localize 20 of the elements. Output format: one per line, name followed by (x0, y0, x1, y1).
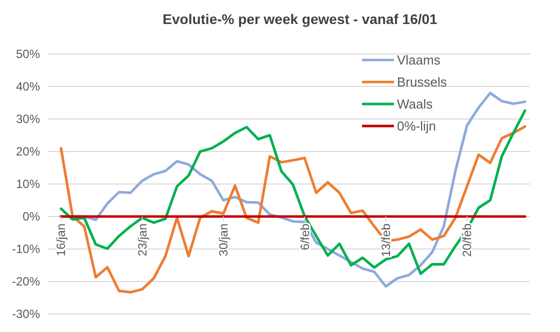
x-tick-label: 30/jan (216, 224, 231, 256)
x-tick-label: 20/feb (460, 223, 474, 257)
y-tick-label: 20% (16, 144, 40, 158)
y-tick-label: -30% (12, 306, 40, 321)
y-tick-label: 0% (22, 209, 40, 224)
y-tick-label: 30% (16, 112, 40, 126)
x-tick-label: 16/jan (54, 224, 68, 256)
y-tick-label: 40% (16, 79, 40, 94)
chart-title: Evolutie-% per week gewest - vanaf 16/01 (162, 11, 438, 27)
legend-label: 0%-lijn (397, 118, 436, 134)
y-tick-label: -20% (12, 274, 40, 288)
x-tick-label: 13/feb (379, 223, 393, 257)
legend-label: Vlaams (397, 52, 441, 68)
legend-label: Brussels (397, 74, 448, 90)
y-tick-label: 10% (16, 176, 40, 191)
y-tick-label: -10% (12, 242, 40, 256)
x-tick-label: 6/feb (298, 223, 312, 250)
y-tick-label: 50% (16, 46, 40, 61)
legend-label: Waals (397, 96, 434, 112)
x-tick-label: 23/jan (135, 224, 150, 256)
